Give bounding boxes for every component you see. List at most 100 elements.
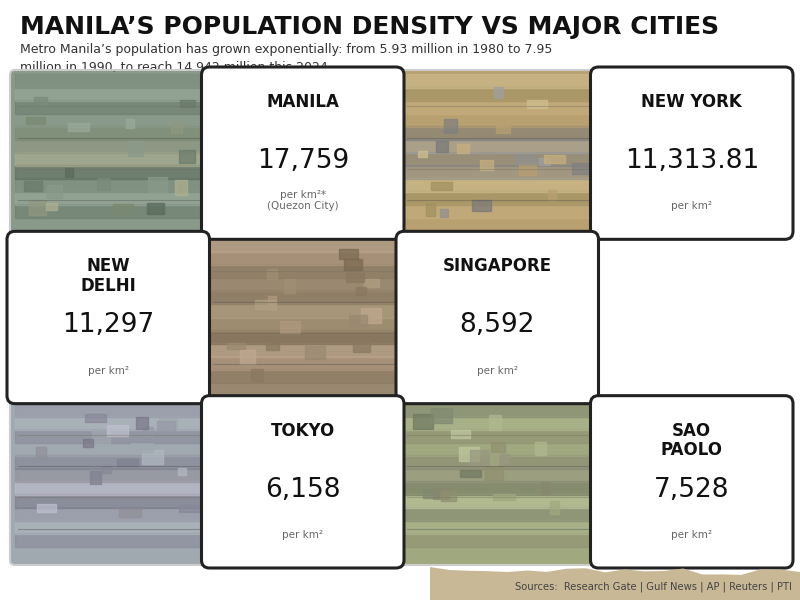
Bar — [404, 178, 590, 192]
Bar — [146, 203, 165, 214]
Bar — [404, 546, 590, 560]
Bar — [489, 415, 501, 430]
Bar — [431, 182, 452, 190]
Bar — [37, 504, 56, 512]
Bar — [15, 533, 202, 547]
Bar — [47, 185, 62, 198]
Bar — [514, 155, 537, 164]
Bar — [68, 122, 90, 131]
Bar — [90, 471, 101, 484]
Bar — [572, 163, 590, 174]
Bar — [159, 418, 178, 429]
Bar — [15, 481, 202, 495]
Bar — [15, 178, 202, 192]
Bar — [362, 308, 381, 323]
Bar — [210, 290, 396, 304]
Text: 7,528: 7,528 — [654, 476, 730, 503]
Bar — [441, 491, 456, 501]
Bar — [451, 430, 470, 438]
Bar — [418, 151, 427, 157]
Bar — [548, 190, 556, 200]
Bar — [404, 204, 590, 218]
FancyBboxPatch shape — [399, 70, 595, 236]
Text: 8,592: 8,592 — [459, 313, 535, 338]
Bar — [174, 179, 187, 194]
Bar — [83, 439, 93, 447]
Bar — [404, 87, 590, 101]
Bar — [404, 126, 590, 140]
Bar — [422, 489, 439, 498]
Bar — [354, 340, 370, 352]
Bar — [210, 238, 396, 253]
Bar — [363, 279, 378, 287]
Bar — [305, 346, 325, 359]
Bar — [210, 251, 396, 265]
Bar — [490, 452, 498, 465]
Bar — [171, 122, 182, 133]
Bar — [404, 416, 590, 430]
Bar — [35, 447, 46, 459]
Bar — [128, 140, 143, 156]
Bar — [15, 100, 202, 114]
Bar — [240, 350, 255, 364]
Bar — [344, 259, 362, 270]
FancyBboxPatch shape — [396, 232, 598, 404]
Bar — [15, 152, 202, 166]
Bar — [65, 168, 73, 178]
Bar — [15, 87, 202, 101]
Bar — [267, 269, 277, 279]
Bar — [210, 382, 396, 395]
Bar — [470, 450, 489, 466]
Bar — [15, 191, 202, 205]
Bar — [404, 152, 590, 166]
FancyBboxPatch shape — [590, 67, 793, 239]
Text: per km²: per km² — [671, 530, 712, 540]
Bar — [268, 296, 276, 310]
Bar — [46, 203, 58, 211]
Text: 11,313.81: 11,313.81 — [625, 148, 759, 174]
Bar — [126, 119, 134, 128]
Bar — [113, 204, 133, 214]
Bar — [24, 181, 42, 191]
Bar — [26, 118, 46, 124]
Bar — [544, 155, 565, 163]
Bar — [34, 97, 46, 110]
Bar — [426, 203, 434, 216]
Bar — [519, 163, 535, 175]
Bar — [107, 425, 128, 436]
Bar — [210, 304, 396, 317]
Bar — [15, 74, 202, 88]
Bar — [404, 468, 590, 482]
Bar — [457, 144, 469, 153]
Text: Sources:  Research Gate | Gulf News | AP | Reuters | PTI: Sources: Research Gate | Gulf News | AP … — [515, 582, 792, 592]
Bar — [404, 429, 590, 443]
Bar — [404, 494, 590, 508]
Bar — [15, 403, 202, 416]
FancyBboxPatch shape — [10, 398, 206, 565]
Bar — [178, 150, 195, 163]
Text: MANILA’S POPULATION DENSITY VS MAJOR CITIES: MANILA’S POPULATION DENSITY VS MAJOR CIT… — [20, 15, 719, 39]
Text: per km²: per km² — [671, 202, 712, 211]
Text: 17,759: 17,759 — [257, 148, 349, 174]
Bar — [210, 277, 396, 292]
Bar — [157, 421, 175, 431]
Bar — [460, 470, 481, 477]
Bar — [284, 279, 295, 293]
Bar — [226, 343, 245, 349]
Bar — [143, 427, 154, 437]
Text: per km²: per km² — [282, 530, 323, 540]
Bar — [142, 450, 162, 464]
Bar — [496, 121, 510, 133]
Bar — [404, 442, 590, 456]
Bar — [15, 546, 202, 560]
Bar — [346, 274, 364, 282]
Bar — [210, 356, 396, 370]
Bar — [210, 265, 396, 278]
Bar — [404, 455, 590, 469]
Bar — [15, 455, 202, 469]
Bar — [148, 176, 167, 192]
FancyBboxPatch shape — [202, 395, 404, 568]
Bar — [550, 501, 559, 514]
Bar — [15, 113, 202, 127]
Bar — [15, 217, 202, 232]
